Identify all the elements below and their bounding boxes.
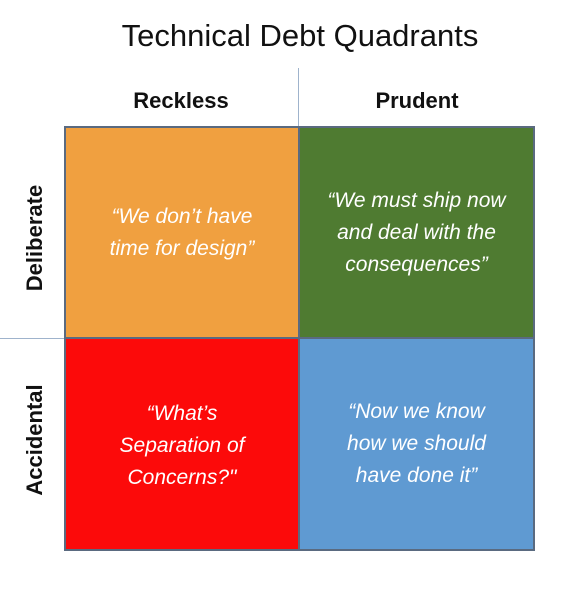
quadrant-accidental-prudent: “Now we know how we should have done it” <box>298 337 535 551</box>
quadrant-quote: “We must ship now and deal with the cons… <box>327 188 506 276</box>
diagram-title: Technical Debt Quadrants <box>121 18 479 53</box>
quadrant-deliberate-prudent: “We must ship now and deal with the cons… <box>298 126 535 339</box>
quadrant-deliberate-reckless: “We don’t have time for design” <box>64 126 300 339</box>
row-header-deliberate: Deliberate <box>22 184 47 292</box>
quadrant-accidental-reckless: “What’s Separation of Concerns?" <box>64 337 300 551</box>
column-divider <box>298 68 299 126</box>
quadrant-quote: “We don’t have time for design” <box>109 204 255 260</box>
row-header-accidental: Accidental <box>22 384 47 496</box>
column-header-reckless: Reckless <box>133 88 229 113</box>
row-divider <box>0 338 64 339</box>
column-header-prudent: Prudent <box>375 88 459 113</box>
quadrant-quote: “What’s Separation of Concerns?" <box>119 402 245 489</box>
quadrant-quote: “Now we know how we should have done it” <box>347 400 486 487</box>
